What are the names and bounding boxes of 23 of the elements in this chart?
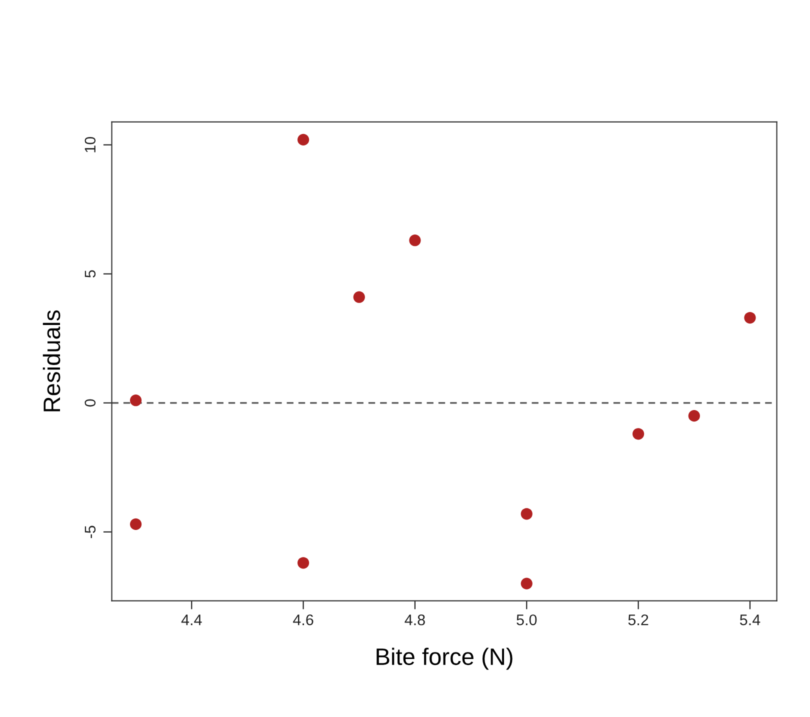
- y-tick-label: 0: [84, 399, 96, 407]
- y-tick-label: 5: [84, 270, 96, 278]
- x-tick-label: 4.6: [293, 614, 314, 626]
- point: [297, 557, 310, 569]
- x-tick-label: 4.8: [404, 614, 425, 626]
- point: [744, 312, 756, 324]
- x-tick-label: 5.0: [516, 614, 537, 626]
- y-tick-label: 10: [84, 136, 96, 152]
- point: [688, 410, 700, 422]
- point: [520, 508, 532, 520]
- point: [353, 291, 365, 303]
- y-tick-label: -5: [84, 526, 96, 538]
- x-tick-label: 4.4: [181, 614, 202, 626]
- point: [130, 394, 142, 406]
- y-axis-title: Residuals: [42, 310, 60, 412]
- point: [130, 518, 142, 530]
- x-axis-title: Bite force (N): [376, 648, 512, 670]
- point: [520, 578, 532, 590]
- x-tick-label: 5.4: [740, 614, 760, 626]
- point: [297, 134, 310, 146]
- point: [632, 428, 644, 440]
- point: [409, 234, 421, 246]
- x-tick-label: 5.2: [628, 614, 648, 626]
